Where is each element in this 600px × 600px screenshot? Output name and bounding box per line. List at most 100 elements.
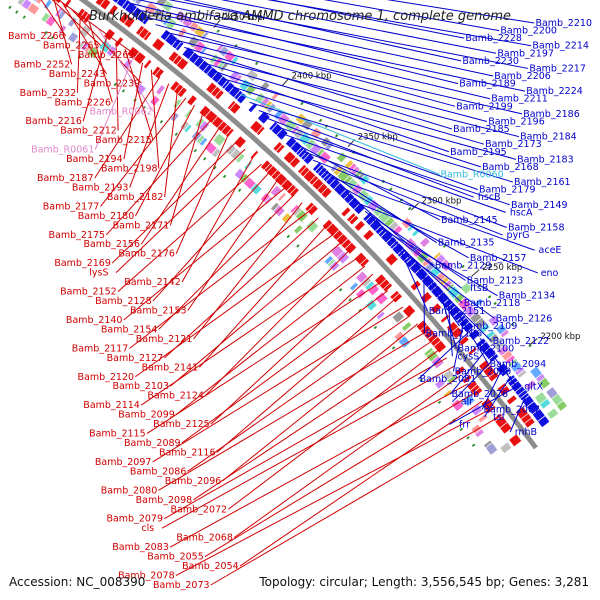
gene-label: Bamb_2199 [456, 101, 513, 112]
gene-block [485, 443, 498, 455]
gene-label: Bamb_2239 [84, 78, 141, 89]
gene-block [152, 66, 161, 76]
gene-block [333, 165, 344, 176]
label-connector [115, 42, 119, 131]
gene-block [234, 168, 245, 180]
gene-block [292, 206, 302, 216]
gene-block [187, 95, 197, 106]
gene-block [462, 322, 474, 333]
gene-block [361, 277, 372, 287]
gene-block [172, 39, 181, 49]
gene-block [479, 323, 490, 334]
gene-block [422, 257, 432, 267]
gene-block [81, 42, 89, 51]
gene-block [116, 0, 127, 7]
gene-block [78, 40, 86, 49]
orf-tick [300, 101, 304, 106]
gene-block [547, 408, 559, 419]
gene-block [365, 281, 375, 291]
gene-block [409, 262, 422, 274]
gene-block [341, 239, 352, 249]
gene-label: Bamb_2210 [535, 18, 592, 29]
label-connector [97, 28, 154, 113]
gene-block [320, 137, 331, 147]
gene-block [177, 87, 187, 98]
label-connector [111, 141, 238, 264]
gene-block [506, 395, 517, 405]
gene-block [112, 0, 119, 3]
gene-label: Bamb_2228 [465, 33, 522, 44]
orf-tick [22, 15, 26, 19]
label-connector [152, 171, 271, 302]
gene-block [334, 183, 347, 196]
gene-block [341, 207, 351, 217]
gene-label: hscB [478, 192, 501, 203]
gene-block [301, 151, 310, 160]
orf-tick [318, 118, 323, 123]
gene-block [497, 345, 509, 356]
gene-block [182, 47, 195, 60]
gene-label: Bamb_2184 [520, 132, 577, 143]
gene-block [404, 237, 417, 251]
gene-block [276, 128, 288, 140]
gene-block [235, 153, 245, 163]
gene-label: Bamb_2157 [470, 253, 527, 264]
gene-block [156, 85, 165, 95]
position-tick [347, 139, 356, 147]
gene-block [125, 2, 137, 15]
label-connector [61, 2, 107, 75]
gene-block [462, 374, 472, 384]
gene-block [27, 3, 40, 15]
gene-block [188, 21, 199, 32]
label-connectors [40, 0, 538, 586]
gene-block [215, 90, 224, 100]
gene-block [437, 292, 450, 305]
gene-label: Bamb_2171 [113, 220, 170, 231]
label-connector [239, 400, 483, 567]
label-connector [509, 395, 527, 433]
gene-block [182, 16, 194, 28]
gene-block [17, 0, 25, 6]
orf-tick [193, 148, 198, 153]
gene-block [355, 271, 368, 283]
gene-block [500, 329, 509, 338]
label-connector [181, 290, 389, 444]
gene-block [446, 321, 458, 333]
gene-block [425, 261, 436, 272]
gene-block [175, 41, 184, 51]
gene-label: Bamb_2156 [83, 239, 140, 250]
gene-label: Bamb_2140 [66, 315, 123, 326]
gene-block [462, 394, 475, 407]
label-connector [193, 340, 433, 501]
gene-label: Bamb_2198 [101, 164, 158, 175]
gene-label: Bamb_2120 [78, 372, 135, 383]
gene-block [205, 110, 218, 123]
label-connector [164, 90, 178, 197]
orf-tick [471, 443, 476, 447]
label-connector [105, 119, 212, 236]
label-connector [70, 8, 142, 84]
gene-block [155, 68, 164, 79]
gene-label: alr [461, 397, 473, 408]
gene-block [206, 67, 218, 79]
gene-label: Bamb_2115 [89, 429, 146, 440]
gene-label: Bamb_2079 [106, 514, 163, 525]
gene-block [296, 146, 305, 155]
gene-label: Bamb_2142 [124, 277, 181, 288]
orf-tick [8, 5, 12, 10]
gene-block [473, 387, 483, 397]
gene-block [324, 255, 333, 265]
label-connector [285, 134, 506, 213]
gene-block [524, 418, 535, 428]
gene-block [323, 172, 332, 182]
gene-labels: Bamb_2266Bamb_2265Bamb_2263Bamb_2252Bamb… [8, 18, 592, 591]
orf-tick [461, 264, 465, 269]
gene-block [453, 293, 465, 304]
gene-block [269, 121, 278, 131]
gene-block [173, 55, 182, 65]
label-connector [175, 134, 229, 254]
label-connector [431, 282, 492, 342]
orf-tick [437, 400, 442, 404]
label-connector [212, 70, 450, 153]
label-connector [407, 255, 495, 319]
